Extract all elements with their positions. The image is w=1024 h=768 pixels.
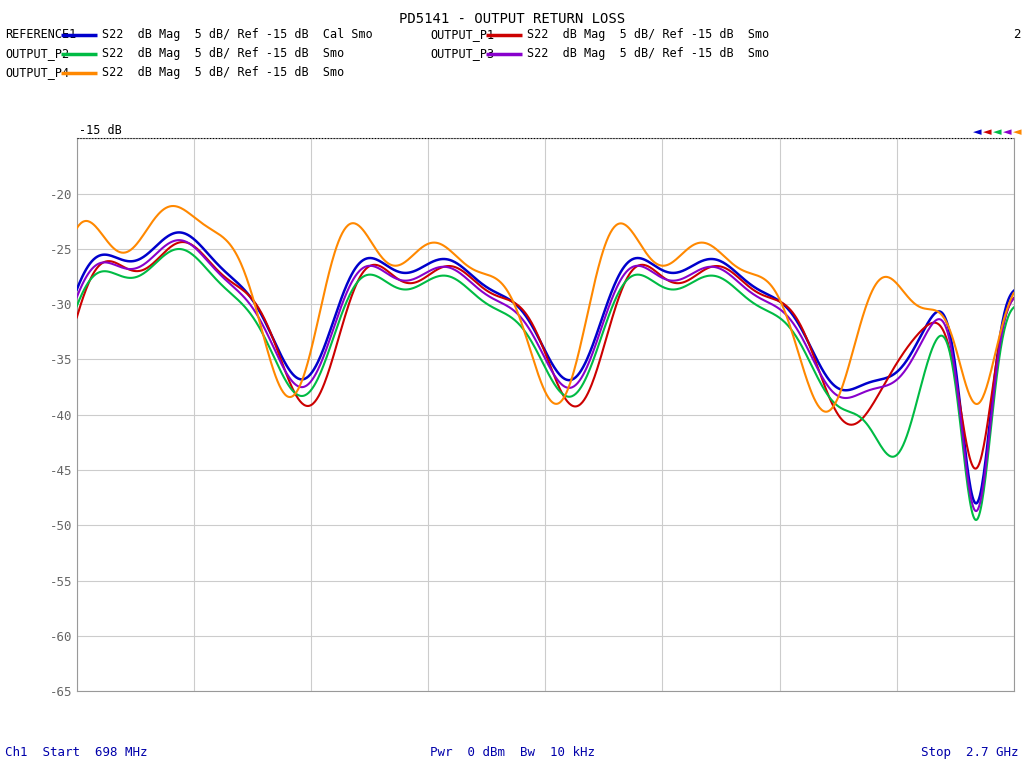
Text: OUTPUT_P2: OUTPUT_P2 [5,48,70,60]
Text: Ch1  Start  698 MHz: Ch1 Start 698 MHz [5,746,147,759]
Text: -15 dB: -15 dB [79,124,122,137]
Text: OUTPUT_P1: OUTPUT_P1 [430,28,495,41]
Text: S22  dB Mag  5 dB/ Ref -15 dB  Smo: S22 dB Mag 5 dB/ Ref -15 dB Smo [527,28,770,41]
Text: 2: 2 [1014,28,1021,41]
Text: Pwr  0 dBm  Bw  10 kHz: Pwr 0 dBm Bw 10 kHz [429,746,595,759]
Text: REFERENCE1: REFERENCE1 [5,28,77,41]
Text: S22  dB Mag  5 dB/ Ref -15 dB  Cal Smo: S22 dB Mag 5 dB/ Ref -15 dB Cal Smo [102,28,373,41]
Text: PD5141 - OUTPUT RETURN LOSS: PD5141 - OUTPUT RETURN LOSS [399,12,625,25]
Text: S22  dB Mag  5 dB/ Ref -15 dB  Smo: S22 dB Mag 5 dB/ Ref -15 dB Smo [102,48,345,60]
Text: S22  dB Mag  5 dB/ Ref -15 dB  Smo: S22 dB Mag 5 dB/ Ref -15 dB Smo [527,48,770,60]
Text: ◄: ◄ [973,127,981,137]
Text: OUTPUT_P3: OUTPUT_P3 [430,48,495,60]
Text: ◄: ◄ [1014,127,1022,137]
Text: Stop  2.7 GHz: Stop 2.7 GHz [922,746,1019,759]
Text: ◄: ◄ [983,127,991,137]
Text: ◄: ◄ [993,127,1001,137]
Text: S22  dB Mag  5 dB/ Ref -15 dB  Smo: S22 dB Mag 5 dB/ Ref -15 dB Smo [102,67,345,79]
Text: OUTPUT_P4: OUTPUT_P4 [5,67,70,79]
Text: ◄: ◄ [1004,127,1012,137]
